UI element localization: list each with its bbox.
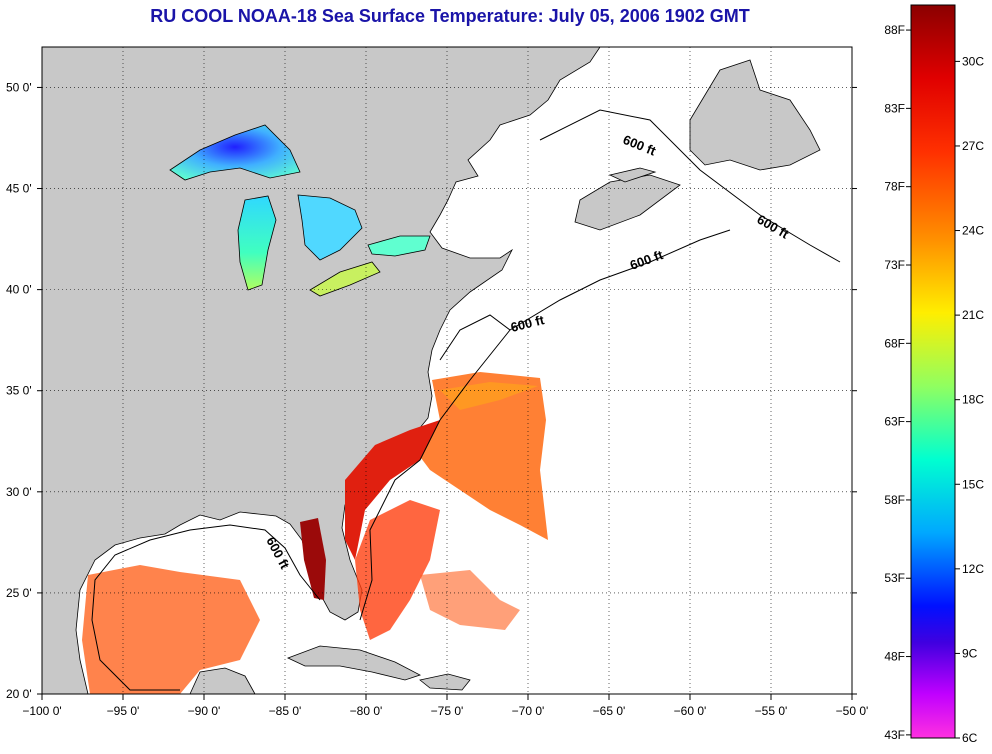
longitude-labels: −100 0' −95 0' −90 0' −85 0' −80 0' −75 0' −70… <box>22 704 868 718</box>
lake-erie <box>309 261 381 297</box>
sst-patch-gulf-mexico-west <box>82 565 260 694</box>
colorbar-f-label: 83F <box>884 101 905 115</box>
lon-tick-label: −70 0' <box>512 704 545 718</box>
map-title: RU COOL NOAA-18 Sea Surface Temperature:… <box>150 6 750 26</box>
lon-tick-label: −80 0' <box>350 704 383 718</box>
colorbar-c-label: 21C <box>962 308 984 322</box>
lat-tick-label: 40 0' <box>6 283 32 297</box>
colorbar-f-label: 63F <box>884 415 905 429</box>
lon-tick-label: −50 0' <box>836 704 869 718</box>
lake-huron <box>297 194 363 261</box>
colorbar-gradient <box>910 4 956 739</box>
sst-patch-offshore-warm <box>440 382 538 410</box>
lon-tick-label: −95 0' <box>107 704 140 718</box>
colorbar-f-label: 48F <box>884 650 905 664</box>
lake-superior <box>169 124 301 181</box>
colorbar-f-label: 88F <box>884 23 905 37</box>
colorbar-c-label: 15C <box>962 477 984 491</box>
colorbar-fahrenheit-labels: 88F 83F 78F 73F 68F 63F 58F 53F 48F 43F <box>884 23 911 742</box>
lon-tick-label: −85 0' <box>269 704 302 718</box>
sst-patch-offshore-mid-atlantic <box>415 372 548 540</box>
hispaniola-land <box>419 673 471 691</box>
colorbar-c-label: 12C <box>962 562 984 576</box>
sst-patch-florida-west <box>300 518 326 600</box>
lat-tick-label: 50 0' <box>6 80 32 94</box>
colorbar-c-label: 27C <box>962 139 984 153</box>
lake-michigan <box>237 195 277 291</box>
colorbar-f-label: 43F <box>884 728 905 742</box>
contour-line-north <box>539 109 841 263</box>
colorbar-f-label: 53F <box>884 571 905 585</box>
map-border <box>41 46 853 695</box>
lon-tick-label: −60 0' <box>674 704 707 718</box>
land-masses <box>41 46 821 695</box>
colorbar-c-label: 30C <box>962 54 984 68</box>
colorbar-celsius-labels: 30C 27C 24C 21C 18C 15C 12C 9C 6C <box>955 54 984 745</box>
latitude-labels: 20 0' 25 0' 30 0' 35 0' 40 0' 45 0' 50 0' <box>6 80 32 701</box>
nova-scotia-land <box>574 174 681 231</box>
lon-tick-label: −55 0' <box>755 704 788 718</box>
colorbar-c-label: 6C <box>962 731 978 745</box>
lake-ontario <box>367 235 431 257</box>
colorbar-f-label: 78F <box>884 180 905 194</box>
colorbar-c-label: 9C <box>962 646 978 660</box>
colorbar: 88F 83F 78F 73F 68F 63F 58F 53F 48F 43F 30C 27C 24C… <box>884 4 984 745</box>
lon-tick-label: −75 0' <box>431 704 464 718</box>
lat-tick-label: 25 0' <box>6 586 32 600</box>
pei-land <box>608 167 657 183</box>
lat-tick-label: 20 0' <box>6 687 32 701</box>
great-lakes <box>169 124 431 297</box>
lat-tick-label: 30 0' <box>6 485 32 499</box>
contour-line-south <box>359 314 511 621</box>
colorbar-c-label: 24C <box>962 224 984 238</box>
lon-tick-label: −65 0' <box>593 704 626 718</box>
colorbar-f-label: 73F <box>884 258 905 272</box>
contour-line-mid <box>509 229 731 331</box>
sst-patch-bahamas <box>420 570 520 630</box>
lat-tick-label: 35 0' <box>6 384 32 398</box>
cuba-land <box>286 645 422 681</box>
lon-tick-label: −90 0' <box>188 704 221 718</box>
colorbar-f-label: 58F <box>884 493 905 507</box>
lon-tick-label: −100 0' <box>22 704 61 718</box>
colorbar-f-label: 68F <box>884 336 905 350</box>
sst-data-patches <box>82 372 548 694</box>
sst-patch-gulf-stream <box>345 420 440 560</box>
sst-patch-south-atlantic-bight <box>355 500 440 640</box>
lat-tick-label: 45 0' <box>6 182 32 196</box>
colorbar-c-label: 18C <box>962 393 984 407</box>
